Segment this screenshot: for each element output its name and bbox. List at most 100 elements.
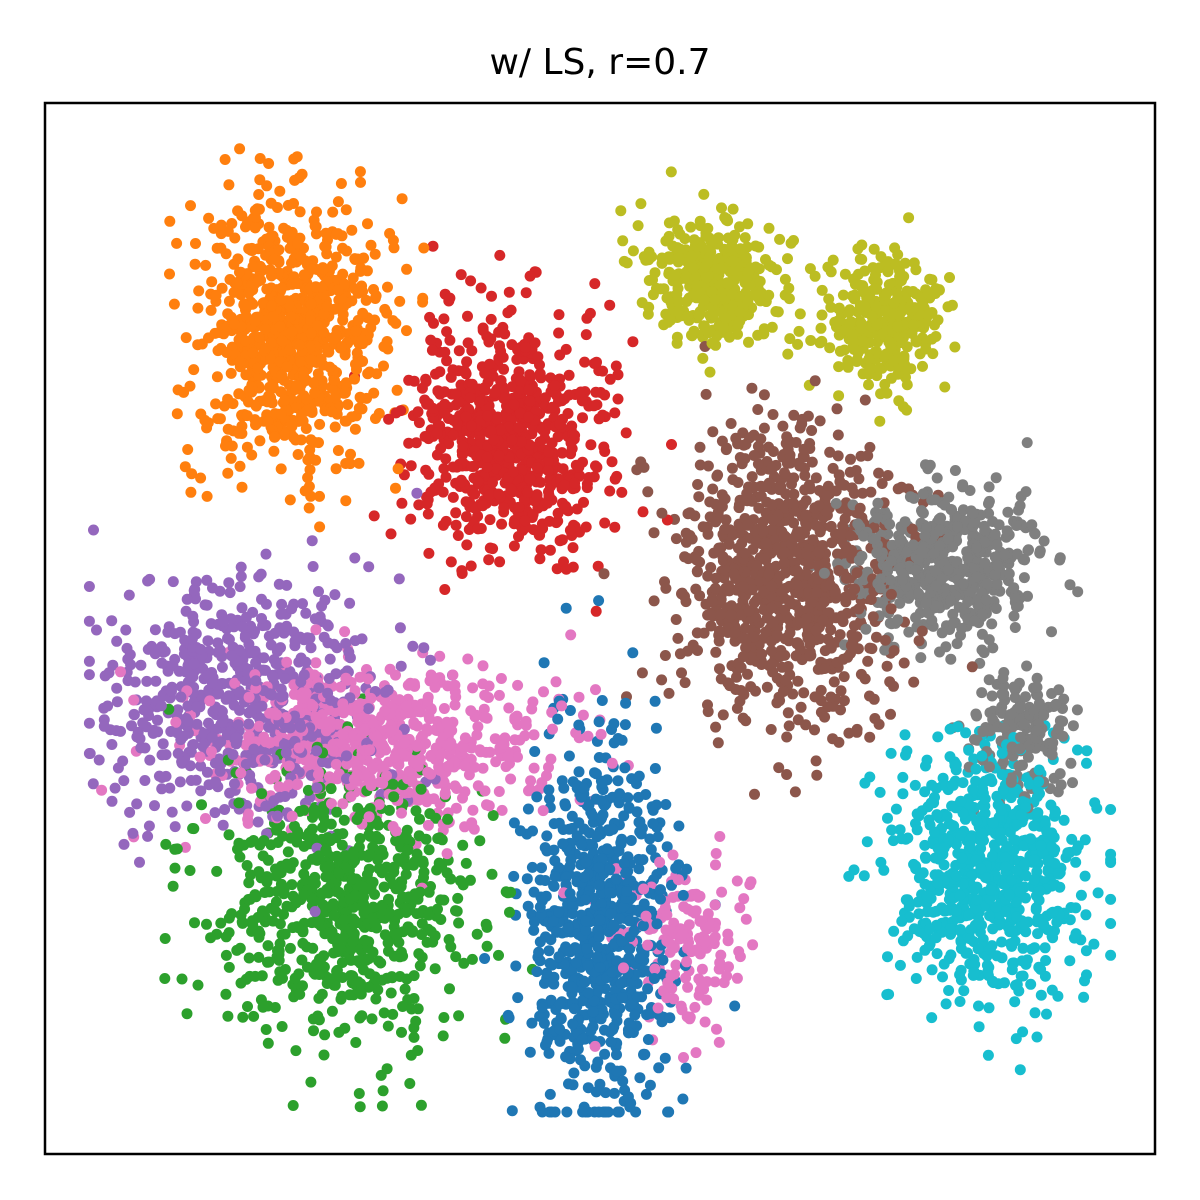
scatter-point [616, 486, 628, 498]
scatter-point [642, 1034, 654, 1045]
scatter-point [502, 307, 514, 319]
scatter-point [336, 957, 348, 968]
scatter-point [314, 521, 326, 533]
scatter-point [330, 463, 342, 475]
scatter-point [102, 700, 114, 712]
scatter-point [665, 166, 677, 178]
scatter-point [444, 983, 455, 995]
scatter-point [243, 718, 255, 730]
scatter-point [920, 760, 931, 772]
scatter-point [153, 770, 165, 782]
scatter-point [597, 365, 609, 377]
scatter-point [186, 468, 198, 480]
scatter-point [383, 413, 395, 425]
scatter-point [983, 674, 995, 686]
scatter-point [976, 687, 988, 699]
scatter-point [815, 322, 827, 334]
scatter-point [810, 755, 822, 767]
scatter-point [195, 785, 207, 797]
data-points [83, 143, 1117, 1118]
scatter-point [593, 716, 605, 728]
scatter-point [269, 627, 281, 639]
scatter-point [590, 605, 602, 617]
scatter-point [310, 624, 322, 636]
scatter-point [223, 295, 235, 307]
scatter-point [1031, 1031, 1043, 1043]
scatter-point [354, 833, 366, 844]
scatter-point [642, 486, 654, 498]
scatter-point [732, 438, 744, 450]
scatter-point [138, 704, 150, 716]
scatter-point [617, 1075, 629, 1087]
scatter-point [1005, 792, 1017, 804]
scatter-point [690, 1047, 702, 1059]
scatter-point [370, 993, 382, 1005]
scatter-point [1041, 1008, 1052, 1020]
scatter-point [939, 905, 951, 917]
scatter-point [401, 325, 412, 337]
scatter-point [382, 281, 393, 293]
scatter-point [392, 853, 404, 865]
scatter-point [657, 954, 669, 966]
scatter-point [752, 440, 764, 452]
scatter-point [633, 770, 645, 782]
scatter-point [245, 620, 257, 632]
scatter-point [595, 728, 607, 740]
scatter-point [644, 1079, 656, 1091]
scatter-point [307, 942, 319, 954]
scatter-point [1011, 601, 1022, 613]
scatter-point [852, 243, 864, 255]
scatter-point [888, 645, 900, 657]
scatter-point [335, 681, 347, 693]
scatter-point [636, 667, 648, 679]
scatter-point [185, 486, 197, 498]
scatter-point [1054, 552, 1066, 564]
scatter-point [917, 360, 928, 372]
scatter-point [438, 894, 450, 906]
scatter-point [763, 222, 775, 234]
scatter-point [439, 584, 451, 595]
scatter-point [346, 224, 358, 236]
scatter-point [374, 833, 385, 845]
scatter-point [1008, 834, 1020, 846]
scatter-point [722, 935, 734, 947]
scatter-point [926, 274, 938, 286]
scatter-point [699, 1016, 711, 1028]
scatter-point [692, 479, 704, 490]
scatter-point [308, 1025, 319, 1037]
scatter-point [549, 1106, 561, 1118]
scatter-point [864, 441, 876, 453]
scatter-point [253, 331, 265, 343]
scatter-point [1009, 692, 1021, 703]
scatter-point [466, 953, 478, 965]
scatter-point [767, 409, 779, 420]
scatter-point [882, 812, 893, 824]
scatter-point [340, 204, 352, 216]
scatter-point [693, 491, 705, 503]
scatter-point [434, 650, 446, 662]
scatter-point [404, 1078, 416, 1089]
scatter-point [225, 452, 237, 464]
scatter-point [178, 648, 190, 660]
scatter-point [679, 677, 691, 689]
scatter-point [873, 363, 885, 375]
scatter-point [209, 807, 221, 819]
scatter-point [463, 524, 475, 535]
scatter-point [376, 1100, 388, 1112]
scatter-point [235, 977, 247, 989]
scatter-point [425, 334, 437, 346]
scatter-point [627, 336, 639, 348]
scatter-point [423, 844, 435, 856]
scatter-point [707, 426, 719, 438]
scatter-point [440, 471, 452, 483]
scatter-point [573, 766, 585, 778]
scatter-point [529, 746, 541, 757]
scatter-point [512, 679, 524, 691]
scatter-point [526, 1017, 538, 1029]
scatter-point [936, 627, 948, 639]
scatter-point [187, 739, 199, 751]
scatter-point [620, 697, 632, 709]
scatter-point [479, 689, 491, 701]
scatter-point [748, 597, 760, 609]
scatter-point [779, 273, 791, 285]
